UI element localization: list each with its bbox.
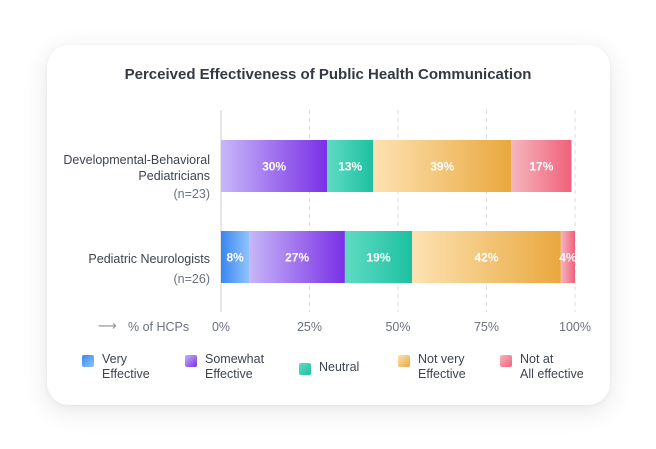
category-label-line: Pediatric Neurologists (88, 252, 210, 266)
category-label: Developmental-Behavioral Pediatricians (n=… (63, 152, 210, 202)
x-tick-label: 75% (474, 320, 499, 334)
legend-item: Very Effective (82, 352, 150, 382)
category-label-line: Pediatricians (138, 169, 210, 183)
legend-label: Not very Effective (418, 352, 466, 382)
chart-card (47, 45, 610, 405)
legend-label-line: All effective (520, 367, 584, 381)
legend-label-line: Effective (102, 367, 150, 381)
x-axis-title: % of HCPs (128, 320, 190, 334)
x-tick-label: 0% (212, 320, 230, 334)
legend-swatch (185, 355, 197, 367)
bar-data-label: 39% (430, 160, 454, 174)
bar-segment (221, 140, 328, 192)
legend-item: Not very Effective (398, 352, 466, 382)
legend-label-line: Not at (520, 352, 554, 366)
category-label: Pediatric Neurologists (n=26) (88, 251, 210, 287)
legend-label-line: Neutral (319, 360, 360, 374)
legend-label-line: Not very (418, 352, 465, 366)
bar-segment (221, 231, 250, 283)
legend-item: Neutral (299, 360, 359, 375)
legend-swatch (500, 355, 512, 367)
bar-segment (327, 140, 374, 192)
legend-label-line: Somewhat (205, 352, 265, 366)
x-tick-label: 50% (385, 320, 410, 334)
bar-segment (344, 231, 413, 283)
legend-item: Somewhat Effective (185, 352, 264, 382)
legend-label: Very Effective (102, 352, 150, 382)
legend-label: Somewhat Effective (205, 352, 264, 382)
legend-label: Not at All effective (520, 352, 584, 382)
legend-swatch (398, 355, 410, 367)
bar-segment (412, 231, 561, 283)
bar-data-label: 4% (559, 251, 577, 265)
axis-arrow-icon: ⟶ (98, 318, 117, 333)
category-sample-size: (n=23) (173, 187, 210, 201)
bar-data-label: 19% (367, 251, 391, 265)
category-label-line: Developmental-Behavioral (63, 153, 210, 167)
chart-title: Perceived Effectiveness of Public Health… (124, 66, 532, 83)
bar-data-label: 8% (226, 251, 244, 265)
bar-segment (560, 231, 575, 283)
legend-label-line: Very (102, 352, 128, 366)
legend-item: Not at All effective (500, 352, 584, 382)
legend-swatch (82, 355, 94, 367)
bar-data-label: 42% (474, 251, 498, 265)
legend-label-line: Effective (418, 367, 466, 381)
legend-label: Neutral (319, 360, 359, 375)
category-sample-size: (n=26) (173, 272, 210, 286)
bar-segment (511, 140, 572, 192)
legend-label-line: Effective (205, 367, 253, 381)
bar-data-label: 27% (285, 251, 309, 265)
x-tick-label: 25% (297, 320, 322, 334)
bar-data-label: 30% (262, 160, 286, 174)
bar-data-label: 17% (529, 160, 553, 174)
x-tick-label: 100% (559, 320, 591, 334)
bar-segment (249, 231, 345, 283)
bar-segment (373, 140, 512, 192)
bar-data-label: 13% (338, 160, 362, 174)
legend-swatch (299, 363, 311, 375)
